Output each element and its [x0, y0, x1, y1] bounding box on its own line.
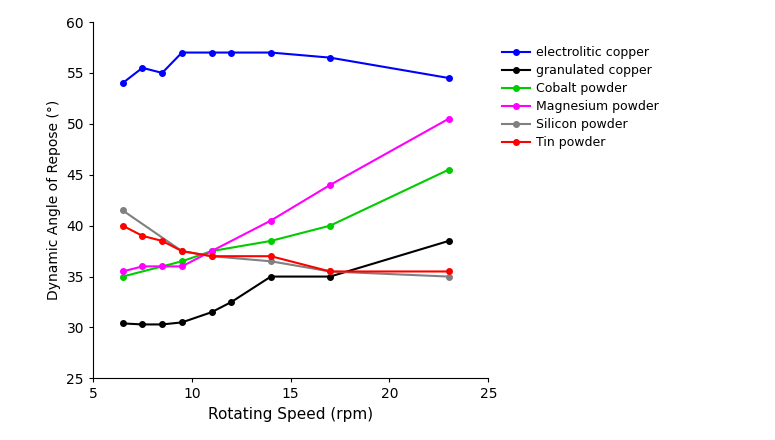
electrolitic copper: [207, 50, 216, 55]
Line: Magnesium powder: Magnesium powder: [120, 116, 452, 274]
X-axis label: Rotating Speed (rpm): Rotating Speed (rpm): [208, 407, 374, 422]
Line: Tin powder: Tin powder: [120, 223, 452, 274]
Line: Silicon powder: Silicon powder: [120, 208, 452, 279]
Magnesium powder: [267, 218, 276, 223]
Tin powder: [157, 238, 167, 244]
granulated copper: [157, 322, 167, 327]
Tin powder: [138, 233, 147, 238]
Magnesium powder: [207, 249, 216, 254]
Silicon powder: [444, 274, 453, 279]
electrolitic copper: [326, 55, 335, 60]
granulated copper: [207, 310, 216, 315]
Silicon powder: [118, 208, 127, 213]
Tin powder: [177, 249, 187, 254]
granulated copper: [267, 274, 276, 279]
Y-axis label: Dynamic Angle of Repose (°): Dynamic Angle of Repose (°): [46, 100, 60, 301]
electrolitic copper: [227, 50, 236, 55]
electrolitic copper: [157, 70, 167, 76]
Cobalt powder: [267, 238, 276, 244]
Line: Cobalt powder: Cobalt powder: [120, 167, 452, 279]
Tin powder: [326, 269, 335, 274]
Magnesium powder: [157, 264, 167, 269]
Magnesium powder: [118, 269, 127, 274]
Cobalt powder: [326, 223, 335, 228]
Silicon powder: [207, 253, 216, 259]
Tin powder: [118, 223, 127, 228]
Silicon powder: [177, 249, 187, 254]
Magnesium powder: [138, 264, 147, 269]
electrolitic copper: [138, 65, 147, 70]
Tin powder: [267, 253, 276, 259]
granulated copper: [177, 320, 187, 325]
electrolitic copper: [118, 81, 127, 86]
granulated copper: [326, 274, 335, 279]
Cobalt powder: [444, 167, 453, 172]
granulated copper: [227, 299, 236, 304]
Silicon powder: [267, 259, 276, 264]
Magnesium powder: [326, 182, 335, 187]
electrolitic copper: [177, 50, 187, 55]
Silicon powder: [326, 269, 335, 274]
Cobalt powder: [177, 259, 187, 264]
granulated copper: [444, 238, 453, 244]
Magnesium powder: [177, 264, 187, 269]
Line: granulated copper: granulated copper: [120, 238, 452, 327]
electrolitic copper: [267, 50, 276, 55]
granulated copper: [138, 322, 147, 327]
Cobalt powder: [118, 274, 127, 279]
electrolitic copper: [444, 75, 453, 81]
Cobalt powder: [207, 249, 216, 254]
Line: electrolitic copper: electrolitic copper: [120, 50, 452, 86]
Tin powder: [444, 269, 453, 274]
Legend: electrolitic copper, granulated copper, Cobalt powder, Magnesium powder, Silicon: electrolitic copper, granulated copper, …: [502, 46, 659, 149]
Tin powder: [207, 253, 216, 259]
granulated copper: [118, 321, 127, 326]
Magnesium powder: [444, 116, 453, 121]
